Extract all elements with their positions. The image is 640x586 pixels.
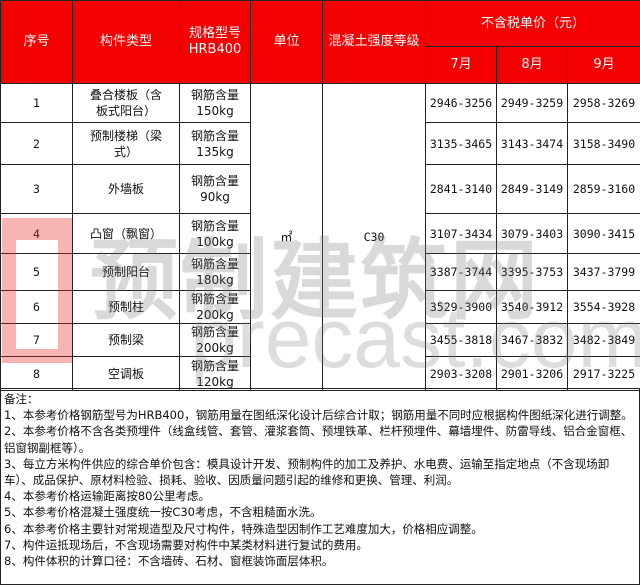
price-cell: 2841-3140	[425, 164, 497, 214]
price-cell: 3554-3928	[566, 290, 640, 324]
price-cell: 3107-3434	[425, 213, 497, 254]
notes: 备注： 1、本参考价格钢筋型号为HRB400，钢筋用量在图纸深化设计后综合计取；…	[0, 388, 640, 585]
note-item: 1、本参考价格钢筋型号为HRB400，钢筋用量在图纸深化设计后综合计取；钢筋用量…	[4, 408, 633, 423]
note-item: 8、构件体积的计算口径：不含墙砖、石材、窗框装饰面层体积。	[4, 554, 334, 569]
header-seq: 序号	[0, 0, 73, 84]
price-cell: 3455-3818	[425, 323, 497, 357]
price-cell: 3079-3403	[496, 213, 568, 254]
table-row: 1 叠合楼板（含板式阳台） 钢筋含量150kg ㎡ C30 2946-3256 2949-3…	[0, 83, 640, 391]
row-seq: 5	[0, 253, 73, 291]
price-cell: 2901-3206	[496, 356, 568, 391]
header-grade: 混凝土强度等级	[322, 0, 426, 84]
table-row: 5 预制阳台 钢筋含量180kg 3387-3744 3395-3753 3437-379…	[0, 253, 640, 291]
price-cell: 3143-3474	[496, 122, 568, 165]
row-seq: 1	[0, 83, 73, 123]
row-spec: 钢筋含量200kg	[179, 290, 251, 324]
note-item: 5、本参考价格混凝土强度统一按C30考虑，不含粗糙面水洗。	[4, 505, 322, 520]
row-type: 预制柱	[72, 290, 180, 324]
row-seq: 2	[0, 122, 73, 165]
row-seq: 7	[0, 323, 73, 357]
price-cell: 3467-3832	[496, 323, 568, 357]
row-type: 叠合楼板（含板式阳台）	[72, 83, 180, 123]
row-type: 预制梁	[72, 323, 180, 357]
price-cell: 3529-3900	[425, 290, 497, 324]
price-table: 序号 构件类型 规格型号 HRB400 单位 混凝土强度等级 不含税单价（元） …	[0, 0, 640, 391]
row-spec: 钢筋含量120kg	[179, 356, 251, 391]
note-item: 3、每立方米构件供应的综合单价包含：模具设计开发、预制构件的加工及养护、水电费、…	[4, 456, 610, 488]
unit-cell: ㎡	[250, 83, 323, 391]
row-spec: 钢筋含量90kg	[179, 164, 251, 214]
price-cell: 2859-3160	[566, 164, 640, 214]
header-price: 不含税单价（元）	[424, 0, 640, 47]
table-row: 2 预制楼梯（梁式） 钢筋含量135kg 3135-3465 3143-3474 3158…	[0, 122, 640, 165]
row-spec: 钢筋含量200kg	[179, 323, 251, 357]
header-spec: 规格型号 HRB400	[179, 0, 251, 84]
row-spec: 钢筋含量180kg	[179, 253, 251, 291]
price-cell: 3395-3753	[496, 253, 568, 291]
header-month: 9月	[566, 46, 640, 84]
note-item: 7、构件运抵现场后，不含现场需要对构件中某类材料进行复试的费用。	[4, 537, 368, 552]
row-type: 预制阳台	[72, 253, 180, 291]
note-item: 2、本参考价格不含各类预埋件（线盒线管、套管、灌浆套筒、预埋铁革、栏杆预埋件、幕…	[4, 424, 633, 455]
price-cell: 3540-3912	[496, 290, 568, 324]
price-cell: 2903-3208	[425, 356, 497, 391]
price-cell: 2849-3149	[496, 164, 568, 214]
row-spec: 钢筋含量135kg	[179, 122, 251, 165]
table-row: 7 预制梁 钢筋含量200kg 3455-3818 3467-3832 3482-3849	[0, 323, 640, 357]
row-type: 外墙板	[72, 164, 180, 214]
header-month: 8月	[496, 46, 568, 84]
row-type: 空调板	[72, 356, 180, 391]
header-unit: 单位	[250, 0, 323, 84]
row-seq: 3	[0, 164, 73, 214]
row-type: 预制楼梯（梁式）	[72, 122, 180, 165]
table-row: 4 凸窗（飘窗） 钢筋含量100kg 3107-3434 3079-3403 3090-3…	[0, 213, 640, 254]
price-cell: 2917-3225	[566, 356, 640, 391]
header-month: 7月	[425, 46, 497, 84]
price-cell: 2949-3259	[496, 83, 568, 123]
price-cell: 2958-3269	[566, 83, 640, 123]
price-cell: 3387-3744	[425, 253, 497, 291]
price-cell: 3437-3799	[566, 253, 640, 291]
row-spec: 钢筋含量150kg	[179, 83, 251, 123]
row-seq: 6	[0, 290, 73, 324]
price-cell: 3158-3490	[566, 122, 640, 165]
row-type: 凸窗（飘窗）	[72, 213, 180, 254]
price-cell: 3482-3849	[566, 323, 640, 357]
row-seq: 8	[0, 356, 73, 391]
table-row: 8 空调板 钢筋含量120kg 2903-3208 2901-3206 2917-3225	[0, 356, 640, 391]
note-item: 4、本参考价格运输距离按80公里考虑。	[4, 489, 210, 504]
price-cell: 2946-3256	[425, 83, 497, 123]
row-seq: 4	[0, 213, 73, 254]
price-cell: 3135-3465	[425, 122, 497, 165]
row-spec: 钢筋含量100kg	[179, 213, 251, 254]
note-item: 6、本参考价格主要针对常规造型及尺寸构件，特殊造型因制作工艺难度加大，价格相应调…	[4, 521, 483, 536]
grade-cell: C30	[322, 83, 426, 391]
header-type: 构件类型	[72, 0, 180, 84]
price-cell: 3090-3415	[566, 213, 640, 254]
notes-title: 备注：	[4, 392, 39, 406]
